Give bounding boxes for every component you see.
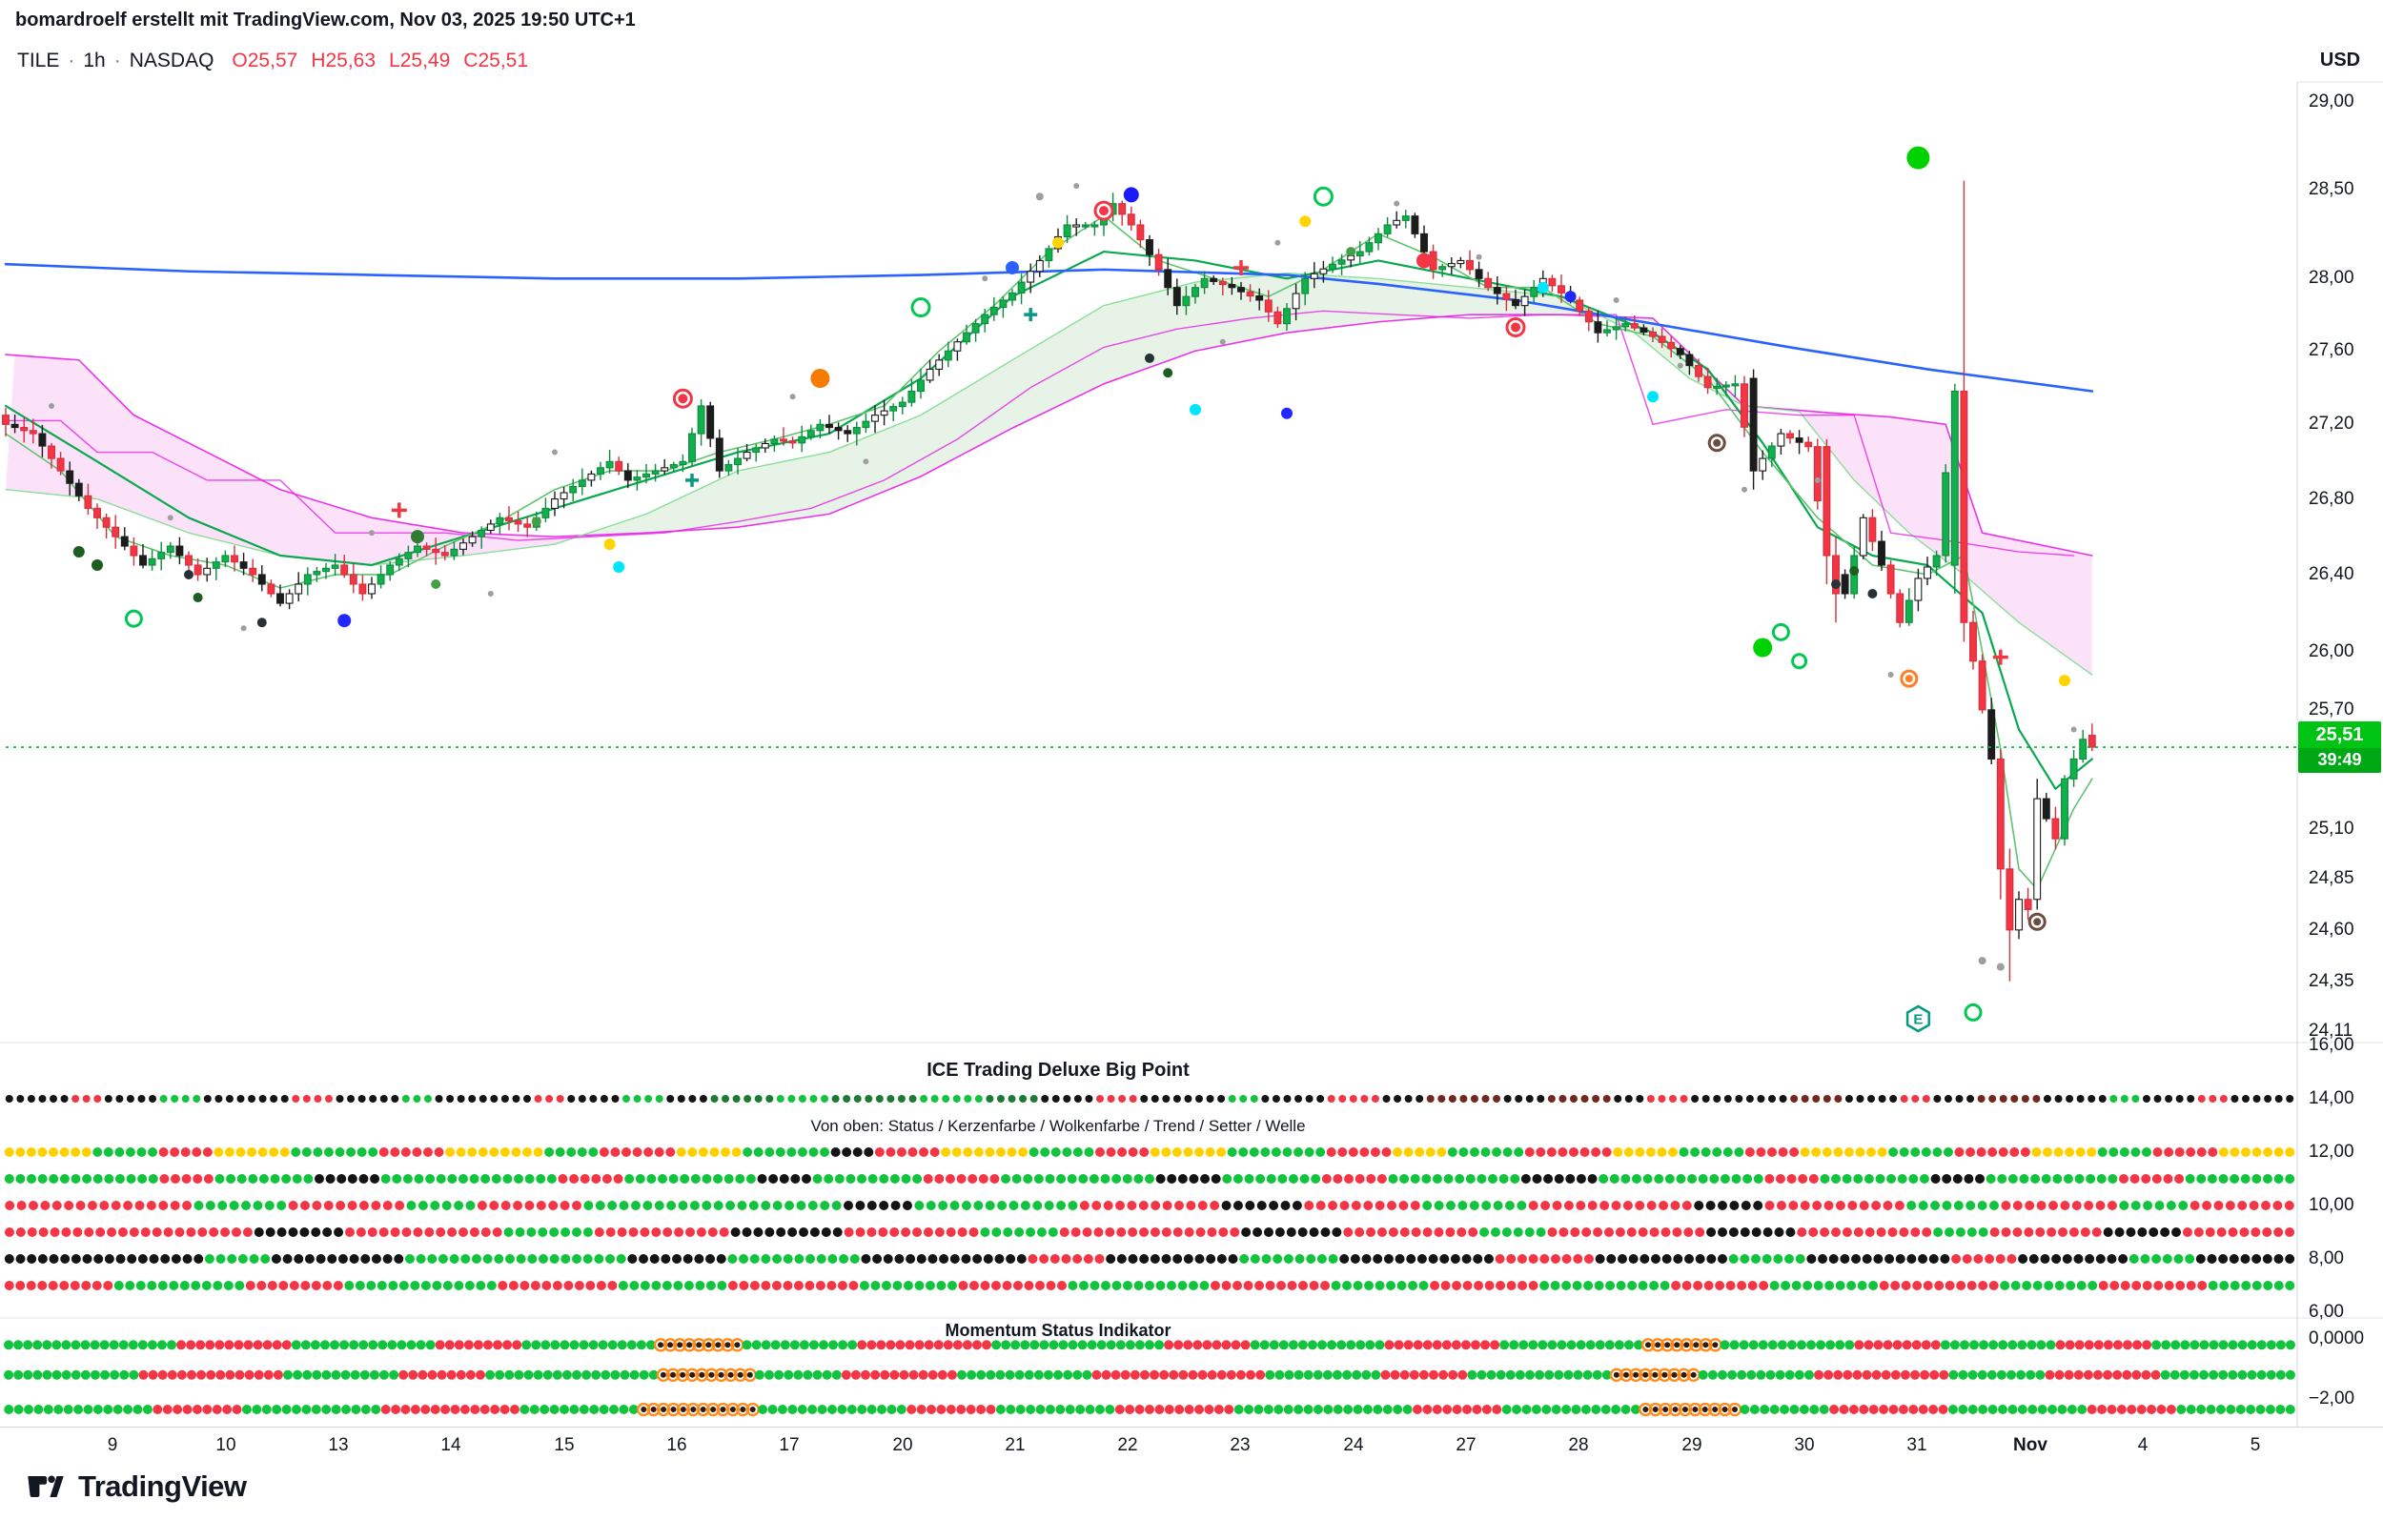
legend-separator: · [68,50,75,71]
ice-tick-label: 16,00 [2309,1035,2354,1055]
time-tick-label: 14 [440,1435,461,1455]
time-tick-label: 9 [107,1435,118,1455]
price-tick-label: 24,35 [2309,970,2354,991]
symbol-name[interactable]: TILE [17,50,60,71]
price-tick-label: 28,00 [2309,268,2354,289]
time-axis[interactable]: 9 10 13 14 15 16 17 20 21 22 23 24 27 28 29 30 31 Nov 4 5 [0,1427,2383,1468]
last-price-badge: 25,51 39:49 [2298,721,2381,773]
close-value: C25,51 [463,50,529,71]
low-value: L25,49 [389,50,451,71]
price-tick-label: 26,80 [2309,488,2354,509]
momentum-tick-label: 0,0000 [2309,1328,2365,1348]
tradingview-logo-text[interactable]: TradingView [78,1469,247,1503]
footer-branding: TradingView [25,1466,247,1508]
momentum-tick-label: −2,00 [2309,1388,2355,1408]
time-tick-label: 10 [215,1435,236,1455]
time-tick-label: 13 [328,1435,349,1455]
time-tick-label: 20 [892,1435,913,1455]
time-tick-label: 15 [554,1435,575,1455]
legend-separator: · [113,50,121,71]
time-tick-label: 27 [1456,1435,1477,1455]
tradingview-logo-icon[interactable] [25,1466,67,1508]
price-tick-label: 25,10 [2309,818,2354,839]
ice-tick-label: 8,00 [2309,1248,2344,1268]
open-value: O25,57 [232,50,298,71]
price-tick-label: 24,11 [2309,1021,2353,1042]
price-tick-label: 29,00 [2309,91,2354,111]
price-tick-label: 24,85 [2309,868,2354,889]
svg-text:E: E [1913,1011,1923,1027]
ice-tick-label: 10,00 [2309,1195,2354,1215]
price-tick-label: 27,20 [2309,414,2354,435]
time-tick-label: 31 [1906,1435,1927,1455]
time-tick-label: 17 [779,1435,800,1455]
time-tick-label: 22 [1117,1435,1138,1455]
time-tick-label: 29 [1681,1435,1702,1455]
currency-tab[interactable]: USD [2319,50,2361,71]
price-tick-label: 24,60 [2309,919,2354,940]
ice-tick-label: 14,00 [2309,1088,2354,1108]
time-tick-label: Nov [2013,1435,2047,1455]
ice-tick-label: 12,00 [2309,1142,2354,1162]
earnings-marker[interactable]: E [1905,1004,1930,1033]
last-price-value: 25,51 [2298,721,2381,748]
price-tick-label: 26,40 [2309,563,2354,584]
bar-countdown: 39:49 [2298,748,2381,773]
momentum-pane-title: Momentum Status Indikator [945,1321,1171,1340]
time-tick-label: 24 [1343,1435,1364,1455]
price-tick-label: 26,00 [2309,640,2354,661]
price-tick-label: 25,70 [2309,699,2354,719]
ice-tick-label: 6,00 [2309,1302,2344,1322]
price-tick-label: 27,60 [2309,340,2354,361]
ohlc-values: O25,57 H25,63 L25,49 C25,51 [232,50,528,72]
time-tick-label: 21 [1005,1435,1026,1455]
high-value: H25,63 [311,50,377,71]
attribution-note: bomardroelf erstellt mit TradingView.com… [15,10,636,30]
ice-pane-title: ICE Trading Deluxe Big Point [927,1060,1190,1081]
symbol-legend: TILE · 1h · NASDAQ O25,57 H25,63 L25,49 … [17,50,528,72]
time-tick-label: 30 [1794,1435,1815,1455]
time-tick-label: 4 [2137,1435,2149,1455]
time-tick-label: 5 [2250,1435,2261,1455]
ice-pane-subtitle: Von oben: Status / Kerzenfarbe / Wolkenf… [810,1117,1306,1135]
price-tick-label: 28,50 [2309,178,2354,199]
time-tick-label: 23 [1230,1435,1251,1455]
time-tick-label: 28 [1568,1435,1589,1455]
exchange-label[interactable]: NASDAQ [129,50,214,71]
time-tick-label: 16 [666,1435,687,1455]
interval-label[interactable]: 1h [83,50,106,71]
